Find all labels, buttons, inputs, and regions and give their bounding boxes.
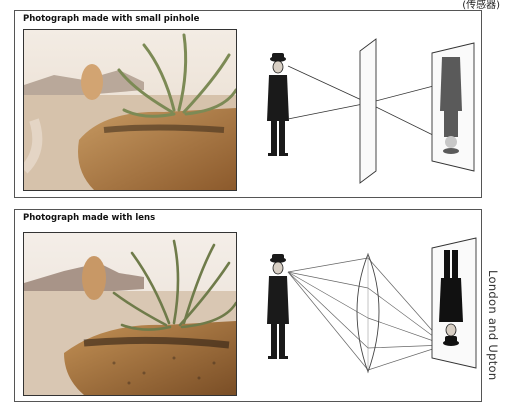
pinhole-panel: Photograph made with small pinhole [14,10,482,198]
standing-man-figure [267,53,289,156]
corner-note: (传感器) [462,0,500,11]
pinhole-photograph [23,29,237,191]
lens-photograph [23,232,237,396]
lens-panel-title: Photograph made with lens [23,213,156,223]
lens-diagram [267,237,477,374]
inverted-sharp-image [439,250,463,346]
standing-man-figure [267,254,289,359]
lens-panel: Photograph made with lens [14,209,482,402]
side-credit: London and Upton [486,270,500,381]
pinhole-diagram [267,38,475,184]
pinhole-panel-title: Photograph made with small pinhole [23,14,200,24]
inverted-blurry-image [440,57,462,154]
pinhole-plate [359,38,377,184]
